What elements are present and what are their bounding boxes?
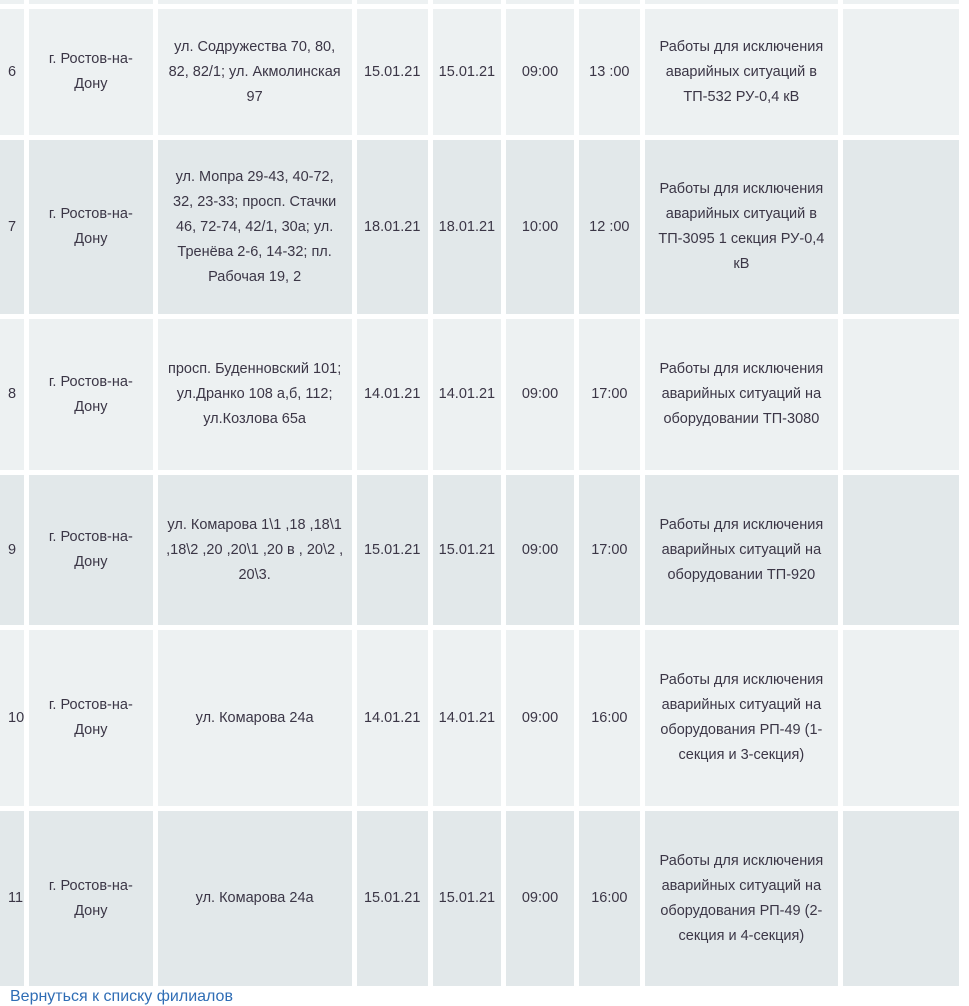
cell-date-start: 15.01.21	[356, 811, 428, 986]
cell-note	[842, 9, 959, 135]
cell-note	[842, 811, 959, 986]
table-row: 5	[0, 0, 959, 4]
cell-city: г. Ростов-на-Дону	[29, 319, 153, 470]
cell-time-start: 09:00	[506, 630, 574, 806]
cell-date-start: 15.01.21	[356, 475, 428, 625]
cell-date-end: 15.01.21	[432, 9, 502, 135]
table-row: 10 г. Ростов-на-Дону ул. Комарова 24а 14.01…	[0, 630, 959, 806]
back-to-branches-link[interactable]: Вернуться к списку филиалов	[10, 988, 233, 1005]
cell-address: ул. Мопра 29-43, 40-72, 32, 23-33; просп…	[157, 140, 352, 314]
cell-date-end: 15.01.21	[432, 811, 502, 986]
cell-num: 10	[0, 630, 25, 806]
cell-time-end: 16:00	[578, 630, 640, 806]
cell-address	[157, 0, 352, 4]
cell-num: 6	[0, 9, 25, 135]
cell-description: Работы для исключения аварийных ситуаций…	[644, 140, 838, 314]
cell-date-end	[432, 0, 502, 4]
cell-description: Работы для исключения аварийных ситуаций…	[644, 475, 838, 625]
cell-num: 9	[0, 475, 25, 625]
cell-city: г. Ростов-на-Дону	[29, 475, 153, 625]
cell-address: ул. Комарова 24а	[157, 630, 352, 806]
cell-date-start: 14.01.21	[356, 630, 428, 806]
cell-address: ул. Комарова 1\1 ,18 ,18\1 ,18\2 ,20 ,20…	[157, 475, 352, 625]
cell-time-end: 17:00	[578, 319, 640, 470]
cell-city	[29, 0, 153, 4]
cell-time-start: 09:00	[506, 811, 574, 986]
cell-time-end: 13 :00	[578, 9, 640, 135]
cell-note	[842, 475, 959, 625]
cell-time-end	[578, 0, 640, 4]
cell-time-end: 12 :00	[578, 140, 640, 314]
cell-date-end: 15.01.21	[432, 475, 502, 625]
cell-date-end: 14.01.21	[432, 630, 502, 806]
cell-date-start: 18.01.21	[356, 140, 428, 314]
cell-city: г. Ростов-на-Дону	[29, 630, 153, 806]
cell-note	[842, 140, 959, 314]
cell-address: ул. Комарова 24а	[157, 811, 352, 986]
cell-city: г. Ростов-на-Дону	[29, 9, 153, 135]
cell-num: 7	[0, 140, 25, 314]
cell-date-start: 14.01.21	[356, 319, 428, 470]
cell-num: 11	[0, 811, 25, 986]
cell-time-start: 09:00	[506, 475, 574, 625]
cell-description: Работы для исключения аварийных ситуаций…	[644, 811, 838, 986]
cell-time-start: 09:00	[506, 319, 574, 470]
cell-time-start: 10:00	[506, 140, 574, 314]
table-row: 6 г. Ростов-на-Дону ул. Содружества 70, 80…	[0, 9, 959, 135]
cell-date-end: 14.01.21	[432, 319, 502, 470]
cell-date-start	[356, 0, 428, 4]
cell-time-end: 17:00	[578, 475, 640, 625]
cell-description: Работы для исключения аварийных ситуаций…	[644, 319, 838, 470]
cell-description	[644, 0, 838, 4]
cell-address: просп. Буденновский 101; ул.Дранко 108 а…	[157, 319, 352, 470]
cell-address: ул. Содружества 70, 80, 82, 82/1; ул. Ак…	[157, 9, 352, 135]
cell-time-start	[506, 0, 574, 4]
cell-description: Работы для исключения аварийных ситуаций…	[644, 9, 838, 135]
cell-time-start: 09:00	[506, 9, 574, 135]
cell-description: Работы для исключения аварийных ситуаций…	[644, 630, 838, 806]
table-row: 9 г. Ростов-на-Дону ул. Комарова 1\1 ,18 ,…	[0, 475, 959, 625]
cell-city: г. Ростов-на-Дону	[29, 811, 153, 986]
cell-time-end: 16:00	[578, 811, 640, 986]
cell-note	[842, 0, 959, 4]
cell-date-start: 15.01.21	[356, 9, 428, 135]
cell-city: г. Ростов-на-Дону	[29, 140, 153, 314]
table-row: 7 г. Ростов-на-Дону ул. Мопра 29-43, 40-72…	[0, 140, 959, 314]
cell-note	[842, 319, 959, 470]
cell-num: 8	[0, 319, 25, 470]
table-row: 8 г. Ростов-на-Дону просп. Буденновский 10…	[0, 319, 959, 470]
table-row: 11 г. Ростов-на-Дону ул. Комарова 24а 15.01…	[0, 811, 959, 986]
cell-num: 5	[0, 0, 25, 4]
cell-date-end: 18.01.21	[432, 140, 502, 314]
cell-note	[842, 630, 959, 806]
